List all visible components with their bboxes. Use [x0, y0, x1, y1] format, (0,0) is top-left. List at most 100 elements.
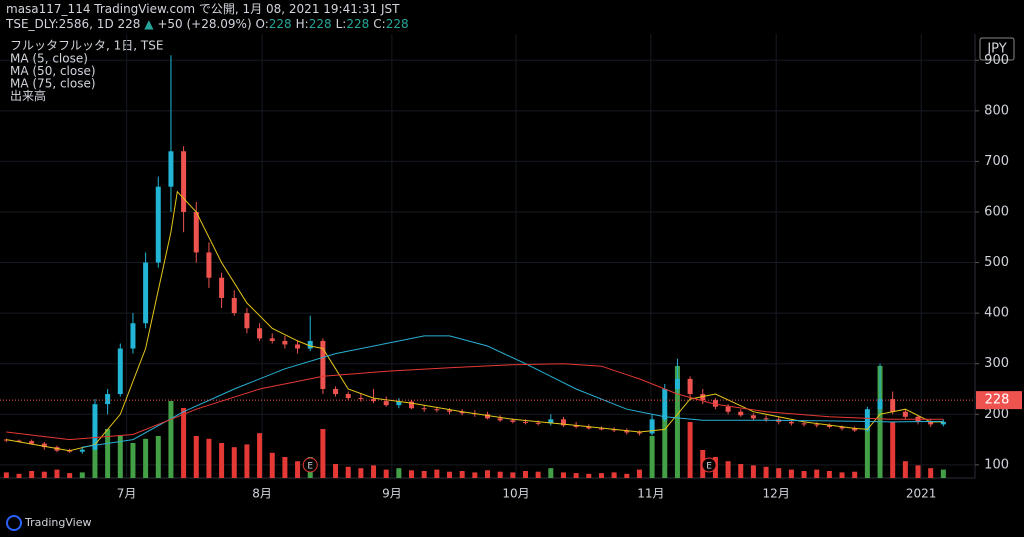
change: +50 (+28.09%)	[157, 17, 252, 31]
y-tick-label: 800	[984, 103, 1009, 118]
candle-body	[712, 400, 718, 407]
ohlc-label: H:	[295, 17, 309, 31]
volume-bar	[143, 438, 149, 478]
candle-body	[244, 313, 250, 329]
candle-body	[636, 432, 642, 434]
volume-bar	[29, 471, 35, 478]
volume-bar	[839, 472, 845, 478]
volume-bar	[206, 438, 212, 478]
x-tick-label: 10月	[502, 487, 529, 501]
volume-bar	[459, 471, 465, 478]
currency: JPY	[986, 42, 1006, 57]
candle-body	[434, 409, 440, 411]
volume-bar	[16, 473, 22, 478]
candle-body	[219, 277, 225, 298]
x-tick-label: 7月	[117, 487, 137, 501]
volume-bar	[371, 465, 377, 478]
volume-bar	[345, 466, 351, 478]
candle-body	[282, 340, 288, 345]
candle-body	[231, 297, 237, 314]
candle-body	[826, 425, 832, 427]
volume-bar	[801, 471, 807, 478]
volume-bar	[750, 465, 756, 478]
legend-entry: MA (50, close)	[10, 64, 96, 78]
volume-bar	[725, 461, 731, 478]
volume-bar	[915, 465, 921, 478]
currency-box[interactable]	[979, 37, 1015, 61]
candle-body	[168, 151, 174, 187]
footer-text: TradingView	[24, 516, 91, 529]
candle-body	[928, 421, 934, 425]
volume-bar	[295, 461, 301, 478]
volume-bar	[674, 366, 680, 478]
candle-body	[269, 338, 275, 341]
plot-bg	[0, 34, 975, 478]
volume-bar	[649, 436, 655, 478]
candle-body	[421, 408, 427, 410]
candle-body	[902, 411, 908, 417]
logo: TradingView	[6, 515, 91, 531]
candle-body	[662, 388, 668, 420]
candle-body	[143, 262, 149, 324]
volume-bar	[560, 472, 566, 478]
volume-bar	[573, 473, 579, 478]
candle-body	[522, 421, 528, 423]
ohlc-value: 228	[346, 17, 370, 31]
volume-bar	[510, 472, 516, 478]
candle-body	[852, 428, 858, 431]
volume-bar	[928, 468, 934, 478]
volume-bar	[598, 473, 604, 478]
x-tick-label: 8月	[252, 487, 272, 501]
x-tick-label: 12月	[763, 487, 790, 501]
volume-bar	[168, 401, 174, 478]
volume-bar	[244, 444, 250, 478]
x-tick-label: 2021	[906, 487, 937, 501]
legend-entry: MA (5, close)	[10, 52, 88, 66]
volume-bar	[497, 471, 503, 478]
candle-body	[371, 399, 377, 402]
candle-body	[345, 394, 351, 399]
candle-body	[320, 340, 326, 389]
ohlc: O:228 H:228 L:228 C:228	[255, 17, 412, 31]
ohlc-value: 228	[385, 17, 409, 31]
last: 228	[117, 17, 141, 31]
ma-line	[6, 363, 944, 441]
volume-bar	[890, 422, 896, 478]
volume-bar	[662, 415, 668, 478]
volume-bar	[383, 469, 389, 478]
ohlc-label: O:	[255, 17, 269, 31]
candle-body	[257, 328, 263, 339]
header-line2: TSE_DLY:2586, 1D 228 ▲ +50 (+28.09%) O:2…	[6, 17, 1018, 32]
candle-body	[497, 418, 503, 421]
y-tick-label: 600	[984, 204, 1009, 219]
volume-bar	[41, 471, 47, 478]
volume-bar	[864, 429, 870, 478]
volume-bar	[535, 471, 541, 478]
event-label: E	[307, 462, 313, 472]
candle-body	[105, 394, 111, 405]
volume-bar	[624, 473, 630, 478]
header: masa117_114 TradingView.com で公開, 1月 08, …	[0, 0, 1024, 34]
volume-bar	[852, 471, 858, 478]
candle-body	[535, 422, 541, 424]
candle-body	[358, 398, 364, 400]
candle-body	[573, 425, 579, 427]
chart: JPY フルッタフルッタ, 1日, TSE 100 200 300 400 500 600…	[0, 34, 1022, 501]
ohlc-label: L:	[335, 17, 347, 31]
volume-bar	[548, 468, 554, 478]
candle-body	[598, 428, 604, 430]
volume-bar	[396, 468, 402, 478]
candle-body	[725, 406, 731, 412]
candle-body	[155, 186, 161, 263]
ohlc-label: C:	[373, 17, 386, 31]
footer: TradingView	[0, 508, 1024, 537]
x-tick-label: 11月	[637, 487, 664, 501]
volume-bar	[333, 464, 339, 478]
candle-body	[750, 415, 756, 419]
candles	[3, 55, 946, 454]
candle-body	[409, 401, 415, 409]
volume-bar	[79, 472, 85, 478]
y-tick-label: 200	[984, 407, 1009, 422]
candle-body	[624, 430, 630, 433]
candle-body	[459, 411, 465, 414]
